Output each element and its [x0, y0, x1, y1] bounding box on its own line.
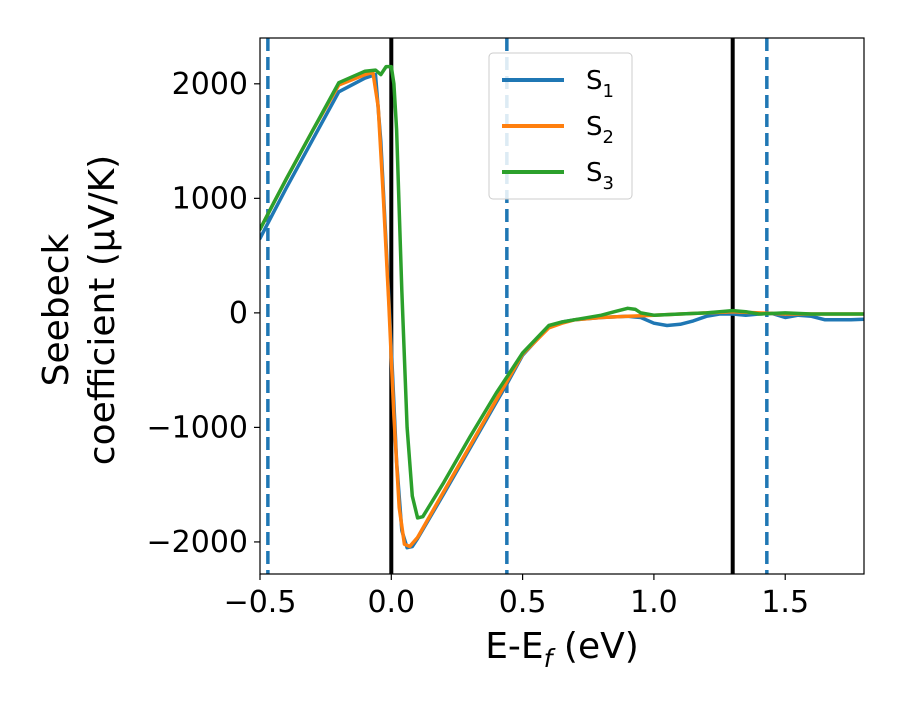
y-tick-label: 2000: [172, 67, 248, 102]
x-axis-title-main: E-E: [485, 626, 543, 667]
series-line-s3: [260, 64, 864, 520]
legend-label-s2: S2: [586, 112, 614, 148]
x-tick-label: 0.0: [367, 585, 415, 620]
x-tick-label: −0.5: [224, 585, 297, 620]
reference-lines: [266, 38, 769, 574]
y-axis-ticks: −2000 −1000 0 1000 2000: [147, 67, 260, 560]
y-tick-label: 1000: [172, 181, 248, 216]
legend-label-s1: S1: [586, 66, 614, 102]
y-tick-label: 0: [229, 296, 248, 331]
legend-label-s3: S3: [586, 158, 614, 194]
y-tick-label: −1000: [147, 410, 248, 445]
legend: S1 S2 S3: [488, 52, 633, 200]
y-axis-title-line1: Seebeck: [36, 233, 77, 386]
y-axis-title: Seebeck coefficient (μV/K): [36, 155, 123, 465]
x-tick-label: 1.5: [761, 585, 809, 620]
x-axis-title-unit: (eV): [552, 626, 638, 667]
series-lines: [260, 64, 864, 550]
x-axis-ticks: −0.5 0.0 0.5 1.0 1.5: [224, 574, 809, 620]
x-axis-title: E-Ef (eV): [485, 626, 639, 673]
x-tick-label: 1.0: [630, 585, 678, 620]
plot-area-frame: [259, 37, 865, 575]
x-tick-label: 0.5: [499, 585, 547, 620]
y-axis-title-line2: coefficient (μV/K): [82, 155, 123, 465]
y-tick-label: −2000: [147, 525, 248, 560]
